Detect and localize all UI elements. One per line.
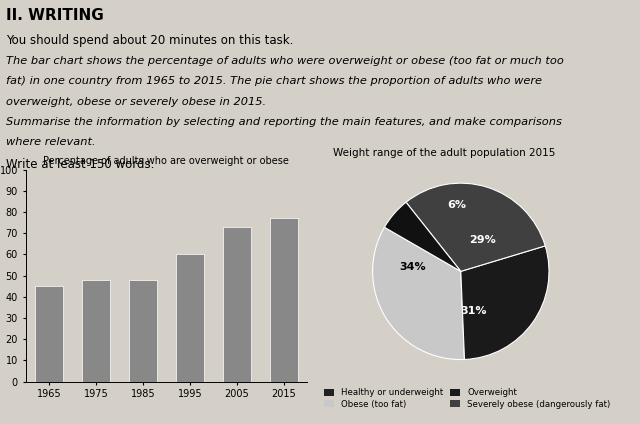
Text: 34%: 34% [399, 262, 426, 272]
Wedge shape [372, 227, 465, 360]
Text: 29%: 29% [470, 235, 496, 245]
Wedge shape [406, 183, 545, 271]
Text: Summarise the information by selecting and reporting the main features, and make: Summarise the information by selecting a… [6, 117, 563, 127]
Text: 6%: 6% [447, 200, 466, 210]
Text: Weight range of the adult population 2015: Weight range of the adult population 201… [333, 148, 556, 158]
Legend: Healthy or underweight, Obese (too fat), Overweight, Severely obese (dangerously: Healthy or underweight, Obese (too fat),… [321, 385, 614, 412]
Text: II. WRITING: II. WRITING [6, 8, 104, 23]
Title: Percentage of adults who are overweight or obese: Percentage of adults who are overweight … [44, 156, 289, 166]
Bar [35, 286, 63, 382]
Wedge shape [461, 246, 549, 360]
Text: 31%: 31% [461, 306, 487, 316]
Bar [269, 218, 298, 382]
Text: You should spend about 20 minutes on this task.: You should spend about 20 minutes on thi… [6, 34, 294, 47]
Wedge shape [385, 202, 461, 271]
Text: Write at least 150 words.: Write at least 150 words. [6, 158, 155, 171]
Bar [223, 227, 251, 382]
Bar [176, 254, 204, 382]
Text: where relevant.: where relevant. [6, 137, 96, 148]
Text: overweight, obese or severely obese in 2015.: overweight, obese or severely obese in 2… [6, 97, 266, 107]
Bar [129, 280, 157, 382]
Text: The bar chart shows the percentage of adults who were overweight or obese (too f: The bar chart shows the percentage of ad… [6, 56, 564, 66]
Bar [82, 280, 110, 382]
Text: fat) in one country from 1965 to 2015. The pie chart shows the proportion of adu: fat) in one country from 1965 to 2015. T… [6, 76, 543, 86]
